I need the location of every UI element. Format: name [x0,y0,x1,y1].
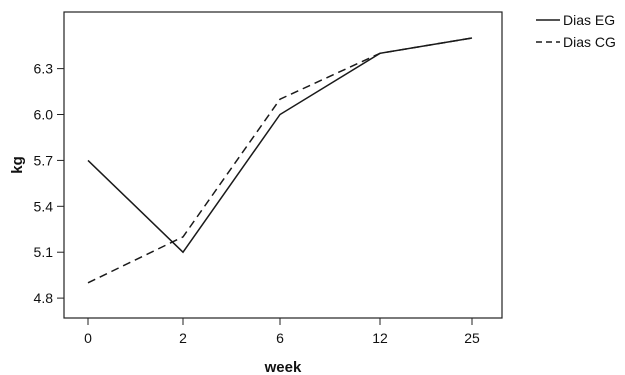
y-tick-label: 5.4 [34,198,54,214]
y-tick-label: 4.8 [34,290,54,306]
legend-label: Dias EG [563,12,615,28]
y-tick-label: 6.0 [34,107,54,123]
x-tick-label: 12 [372,330,388,346]
x-tick-label: 2 [179,330,187,346]
x-axis-ticks: 0 2 6 12 25 [84,318,480,346]
x-tick-label: 0 [84,330,92,346]
y-axis-title: kg [9,156,26,174]
plot-frame [63,11,503,319]
series-line-dias-eg [87,37,473,254]
y-tick-label: 5.7 [34,152,54,168]
x-axis-title: week [264,359,302,375]
y-tick-label: 6.3 [34,61,54,77]
y-tick-label: 5.1 [34,244,54,260]
legend: Dias EG Dias CG [536,12,616,50]
x-tick-label: 25 [464,330,480,346]
series-lines [87,37,473,284]
x-tick-label: 6 [276,330,284,346]
y-axis-ticks: 4.8 5.1 5.4 5.7 6.0 6.3 [34,61,64,306]
series-line-dias-cg [87,37,473,284]
legend-label: Dias CG [563,34,616,50]
